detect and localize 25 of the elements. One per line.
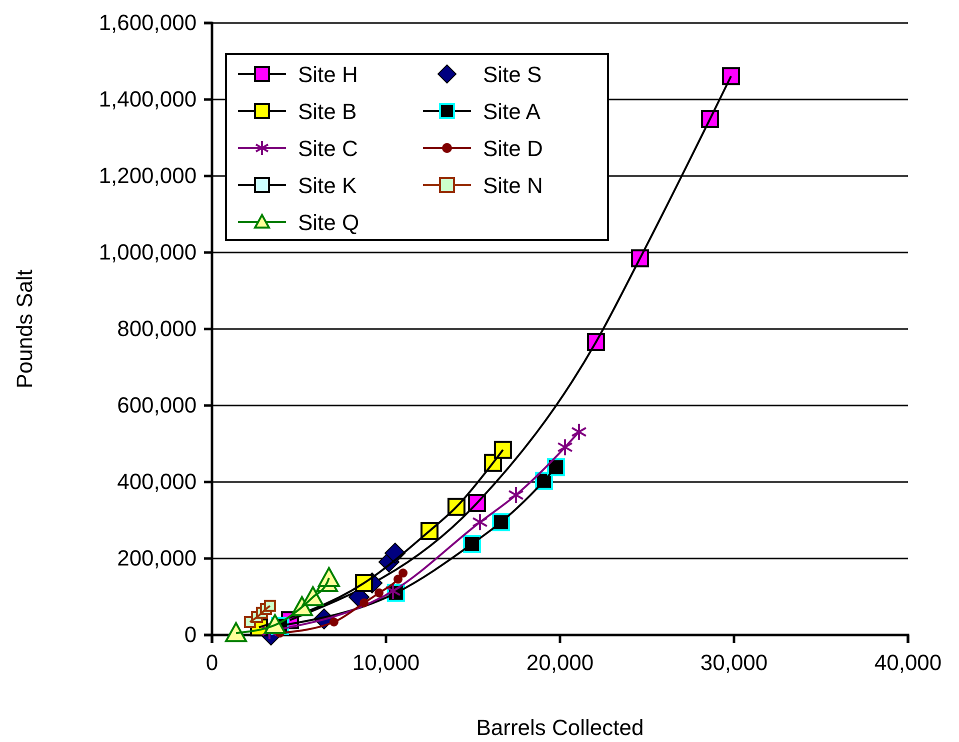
legend-label: Site N (483, 173, 543, 198)
y-tick-label: 200,000 (117, 546, 197, 571)
y-tick-label: 0 (184, 622, 197, 648)
x-tick-label: 30,000 (700, 650, 768, 676)
legend-label: Site D (483, 136, 543, 161)
y-tick-label: 800,000 (117, 316, 197, 342)
x-tick-label: 40,000 (874, 650, 942, 676)
x-tick-label: 0 (206, 650, 218, 676)
x-tick-label: 10,000 (352, 650, 420, 676)
legend-label: Site A (483, 99, 541, 124)
y-tick-label: 1,200,000 (98, 163, 197, 188)
y-tick-label: 1,600,000 (98, 10, 197, 36)
y-tick-label: 600,000 (117, 392, 197, 418)
legend-label: Site K (298, 173, 358, 198)
x-axis-title: Barrels Collected (476, 715, 644, 740)
y-tick-label: 1,000,000 (98, 240, 197, 265)
legend-label: Site B (298, 99, 357, 124)
legend-label: Site C (298, 136, 358, 161)
legend-label: Site Q (298, 210, 360, 235)
x-tick-label: 20,000 (526, 650, 594, 676)
legend-label: Site H (298, 62, 358, 87)
y-tick-label: 1,400,000 (98, 86, 197, 112)
y-tick-label: 400,000 (117, 469, 197, 494)
legend-label: Site S (483, 62, 542, 87)
y-axis-title: Pounds Salt (12, 270, 37, 388)
